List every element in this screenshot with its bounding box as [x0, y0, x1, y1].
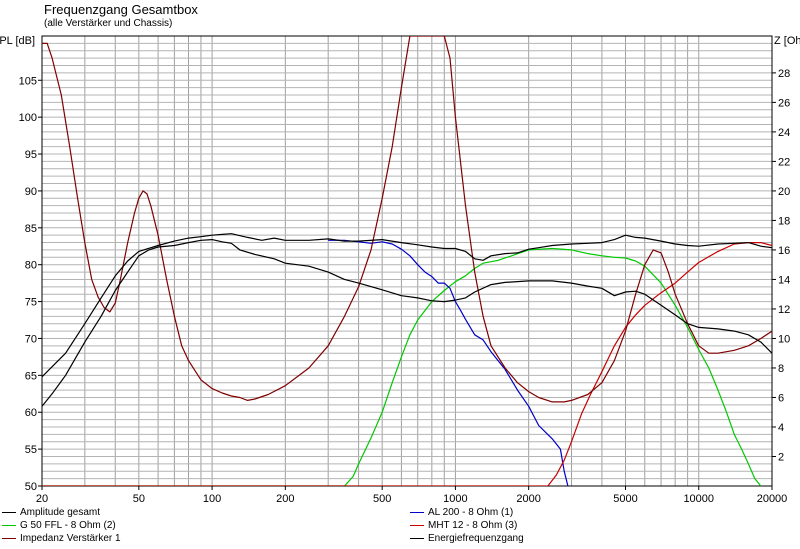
- y-right-tick-label: 14: [778, 274, 790, 286]
- x-tick-label: 5000: [613, 493, 637, 505]
- chart-subtitle: (alle Verstärker und Chassis): [44, 18, 173, 29]
- chart-title: Frequenzgang Gesamtbox: [44, 2, 198, 17]
- y-right-tick-label: 8: [778, 363, 784, 375]
- y-right-tick-label: 12: [778, 304, 790, 316]
- y-right-tick-label: 26: [778, 97, 790, 109]
- series-al200: [328, 239, 569, 486]
- y-right-tick-label: 28: [778, 68, 790, 80]
- series-g50-ffl: [42, 247, 762, 486]
- y-right-tick-label: 22: [778, 156, 790, 168]
- y-right-tick-label: 20: [778, 186, 790, 198]
- y-right-tick-label: 4: [778, 422, 784, 434]
- plot-area: [42, 36, 772, 486]
- y-left-tick-label: 105: [19, 75, 37, 87]
- y-right-axis-label: Z [Ohm]: [774, 35, 800, 47]
- y-left-tick-label: 80: [25, 260, 37, 272]
- y-left-tick-label: 70: [25, 333, 37, 345]
- y-right-tick-label: 10: [778, 333, 790, 345]
- x-tick-label: 100: [203, 493, 221, 505]
- y-right-tick-label: 2: [778, 451, 784, 463]
- series-amplitude-gesamt: [42, 233, 772, 378]
- y-right-tick-label: 24: [778, 127, 790, 139]
- x-tick-label: 200: [276, 493, 294, 505]
- y-right-tick-label: 6: [778, 392, 784, 404]
- x-tick-label: 500: [373, 493, 391, 505]
- y-right-tick-label: 18: [778, 215, 790, 227]
- y-left-tick-label: 65: [25, 370, 37, 382]
- y-left-tick-label: 50: [25, 481, 37, 493]
- y-left-tick-label: 60: [25, 407, 37, 419]
- x-tick-label: 2000: [516, 493, 540, 505]
- y-left-tick-label: 85: [25, 223, 37, 235]
- y-left-tick-label: 90: [25, 186, 37, 198]
- y-left-tick-label: 75: [25, 297, 37, 309]
- y-left-tick-label: 100: [19, 112, 37, 124]
- y-left-tick-label: 55: [25, 444, 37, 456]
- series-energiefrequenzgang: [42, 239, 772, 407]
- series-impedance: [42, 36, 772, 403]
- y-right-tick-label: 16: [778, 245, 790, 257]
- series-mht12: [42, 242, 772, 486]
- x-tick-label: 10000: [683, 493, 714, 505]
- x-tick-label: 20: [36, 493, 48, 505]
- x-tick-label: 20000: [757, 493, 788, 505]
- x-tick-label: 50: [133, 493, 145, 505]
- y-left-tick-label: 95: [25, 149, 37, 161]
- y-left-axis-label: SPL [dB]: [0, 35, 35, 47]
- x-tick-label: 1000: [443, 493, 467, 505]
